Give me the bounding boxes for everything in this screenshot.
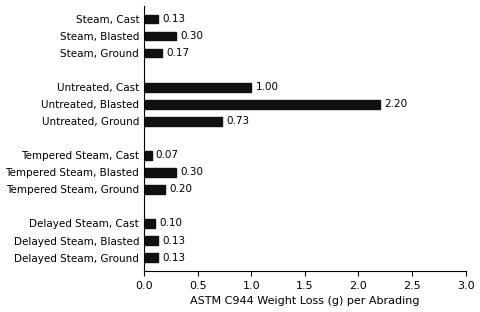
Bar [144,236,158,245]
Bar [144,253,158,262]
Text: 0.13: 0.13 [162,14,185,24]
X-axis label: ASTM C944 Weight Loss (g) per Abrading: ASTM C944 Weight Loss (g) per Abrading [190,296,420,306]
Bar [144,151,152,160]
Text: 0.20: 0.20 [170,184,193,194]
Bar [144,117,222,126]
Bar [144,219,155,228]
Bar [144,32,176,41]
Bar [144,15,158,23]
Bar [144,100,380,109]
Text: 0.07: 0.07 [156,150,179,160]
Text: 0.10: 0.10 [159,218,182,228]
Text: 0.13: 0.13 [162,236,185,246]
Text: 1.00: 1.00 [255,82,278,92]
Bar [144,49,162,57]
Text: 0.73: 0.73 [227,116,250,126]
Text: 0.30: 0.30 [180,168,204,178]
Bar [144,185,166,194]
Bar [144,83,251,91]
Text: 0.17: 0.17 [167,48,190,58]
Text: 2.20: 2.20 [384,99,407,109]
Text: 0.13: 0.13 [162,252,185,262]
Bar [144,168,176,177]
Text: 0.30: 0.30 [180,31,204,41]
